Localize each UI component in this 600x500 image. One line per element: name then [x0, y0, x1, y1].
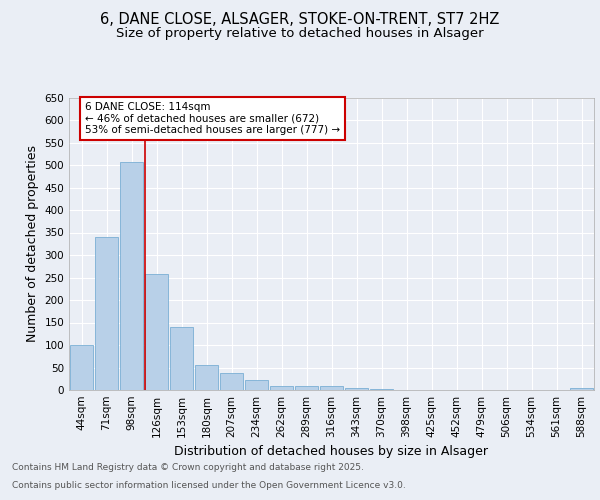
Y-axis label: Number of detached properties: Number of detached properties [26, 145, 39, 342]
Bar [170, 327, 193, 390]
X-axis label: Distribution of detached houses by size in Alsager: Distribution of detached houses by size … [175, 446, 488, 458]
Text: Contains public sector information licensed under the Open Government Licence v3: Contains public sector information licen… [12, 481, 406, 490]
Bar [345, 388, 368, 390]
Text: 6, DANE CLOSE, ALSAGER, STOKE-ON-TRENT, ST7 2HZ: 6, DANE CLOSE, ALSAGER, STOKE-ON-TRENT, … [100, 12, 500, 28]
Text: Contains HM Land Registry data © Crown copyright and database right 2025.: Contains HM Land Registry data © Crown c… [12, 464, 364, 472]
Bar [195, 365, 218, 390]
Bar [370, 388, 393, 390]
Bar [270, 386, 293, 390]
Bar [220, 373, 243, 390]
Bar [570, 388, 593, 390]
Text: Size of property relative to detached houses in Alsager: Size of property relative to detached ho… [116, 28, 484, 40]
Bar [70, 345, 93, 390]
Bar [245, 380, 268, 390]
Bar [145, 274, 168, 390]
Bar [120, 162, 143, 390]
Bar [95, 237, 118, 390]
Bar [295, 386, 318, 390]
Bar [320, 386, 343, 390]
Text: 6 DANE CLOSE: 114sqm
← 46% of detached houses are smaller (672)
53% of semi-deta: 6 DANE CLOSE: 114sqm ← 46% of detached h… [85, 102, 340, 135]
